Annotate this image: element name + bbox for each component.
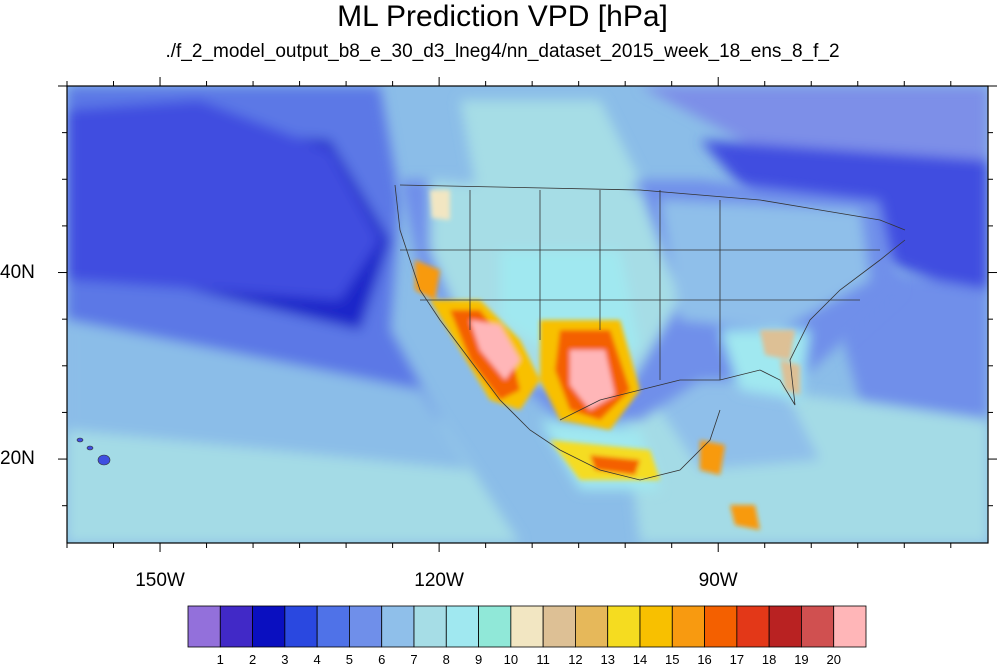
colorbar-box <box>510 605 544 648</box>
colorbar-level-label: 12 <box>568 652 583 667</box>
colorbar-box <box>671 605 705 648</box>
colorbar-level-label: 16 <box>697 652 712 667</box>
colorbar-level-label: 10 <box>503 652 519 667</box>
latitude-label: 40N <box>0 261 35 283</box>
colorbar-box <box>252 605 286 648</box>
colorbar <box>187 605 867 648</box>
high-vpd-region <box>415 190 800 530</box>
colorbar-level-label: 19 <box>794 652 809 667</box>
colorbar-level-label: 8 <box>442 652 450 667</box>
colorbar-box <box>187 605 221 648</box>
colorbar-level-label: 6 <box>378 652 386 667</box>
latitude-label: 20N <box>0 448 35 470</box>
colorbar-level-label: 17 <box>729 652 745 667</box>
colorbar-level-label: 14 <box>632 652 648 667</box>
colorbar-level-label: 20 <box>826 652 841 667</box>
colorbar-level-label: 15 <box>665 652 680 667</box>
colorbar-box <box>704 605 738 648</box>
colorbar-level-label: 18 <box>761 652 777 667</box>
colorbar-box <box>542 605 576 648</box>
colorbar-box <box>381 605 415 648</box>
colorbar-box <box>801 605 835 648</box>
colorbar-level-label: 2 <box>248 652 257 667</box>
colorbar-box <box>478 605 512 648</box>
longitude-label: 120W <box>414 570 464 591</box>
colorbar-box <box>833 605 867 648</box>
colorbar-level-label: 4 <box>313 652 321 667</box>
colorbar-box <box>349 605 383 648</box>
colorbar-level-label: 7 <box>410 652 418 667</box>
longitude-label: 90W <box>698 570 738 591</box>
colorbar-box <box>607 605 641 648</box>
ocean-bands <box>67 86 988 543</box>
colorbar-box <box>445 605 479 648</box>
colorbar-box <box>575 605 609 648</box>
hawaii-islands <box>76 437 111 466</box>
coastlines <box>394 184 906 481</box>
map-title: ML Prediction VPD [hPa] <box>337 0 668 33</box>
colorbar-box <box>736 605 770 648</box>
colorbar-level-label: 13 <box>600 652 615 667</box>
axis-ticks <box>58 77 997 552</box>
map-subtitle: ./f_2_model_output_b8_e_30_d3_lneg4/nn_d… <box>165 41 840 62</box>
colorbar-box <box>316 605 350 648</box>
map-frame <box>66 85 989 544</box>
colorbar-level-label: 5 <box>345 652 354 667</box>
map-field <box>67 86 988 543</box>
colorbar-box <box>639 605 673 648</box>
colorbar-level-label: 3 <box>281 652 289 667</box>
colorbar-box <box>768 605 802 648</box>
colorbar-box <box>284 605 318 648</box>
colorbar-level-label: 11 <box>536 652 550 667</box>
colorbar-level-label: 1 <box>216 652 224 667</box>
colorbar-level-label: 9 <box>474 652 483 667</box>
colorbar-box <box>219 605 253 648</box>
colorbar-box <box>413 605 447 648</box>
longitude-label: 150W <box>135 570 185 591</box>
